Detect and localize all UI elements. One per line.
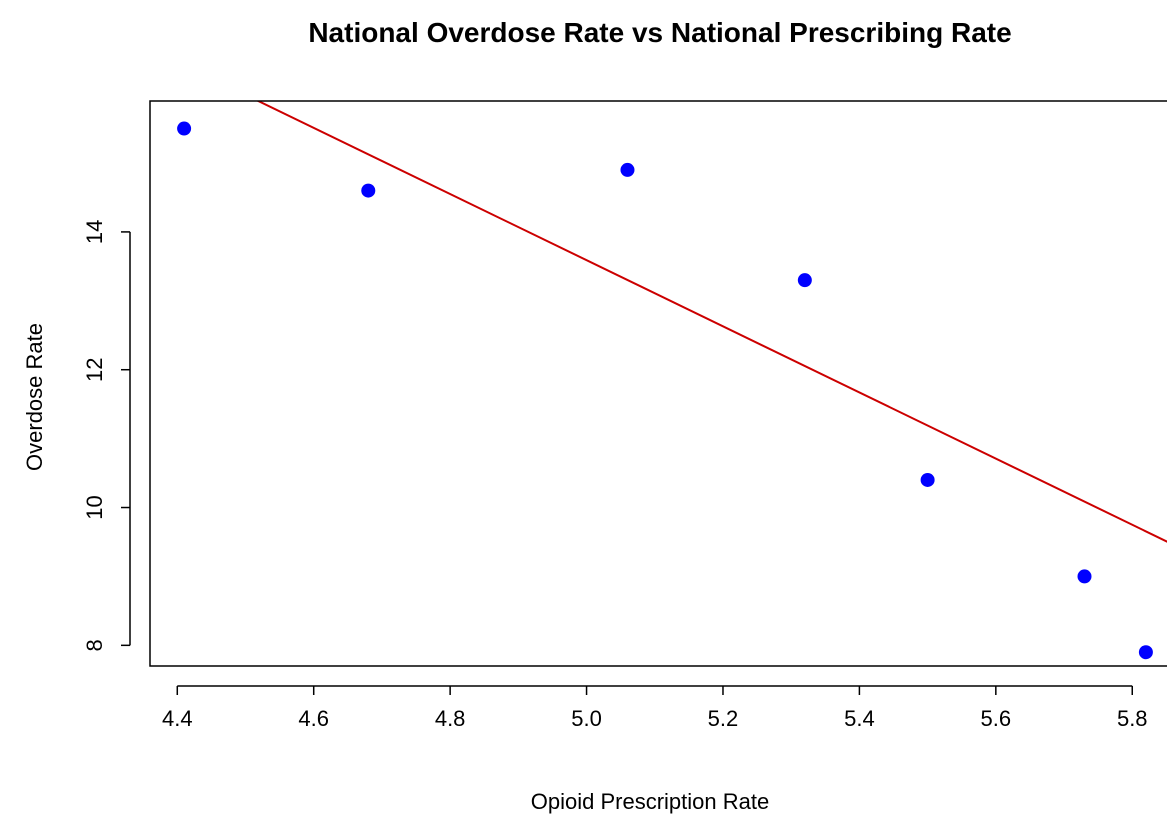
y-axis: 8 10 12 14 [82,220,131,651]
regression-line [255,101,1167,543]
data-point [361,183,376,198]
plot-frame [149,100,1167,667]
y-tick-label: 12 [82,357,107,381]
x-tick-label: 4.6 [298,706,329,731]
x-axis-label: Opioid Prescription Rate [531,789,769,814]
x-tick-label: 5.2 [708,706,739,731]
regression-line-layer [255,101,1167,543]
data-point [797,273,812,288]
data-points-layer [177,121,1153,660]
x-axis: 4.4 4.6 4.8 5.0 5.2 5.4 5.6 5.8 [162,685,1148,731]
data-point [1077,569,1092,584]
y-tick-label: 14 [82,220,107,244]
x-tick-label: 4.4 [162,706,193,731]
plot-area [149,100,1167,667]
y-tick-label: 10 [82,495,107,519]
x-tick-label: 4.8 [435,706,466,731]
x-tick-label: 5.6 [981,706,1012,731]
y-axis-label: Overdose Rate [22,323,47,471]
chart-title: National Overdose Rate vs National Presc… [308,17,1011,48]
x-tick-label: 5.0 [571,706,602,731]
data-point [920,472,935,487]
data-point [620,162,635,177]
x-tick-label: 5.4 [844,706,875,731]
y-tick-label: 8 [82,639,107,651]
x-tick-label: 5.8 [1117,706,1148,731]
data-point [177,121,192,136]
data-point [1138,645,1153,660]
